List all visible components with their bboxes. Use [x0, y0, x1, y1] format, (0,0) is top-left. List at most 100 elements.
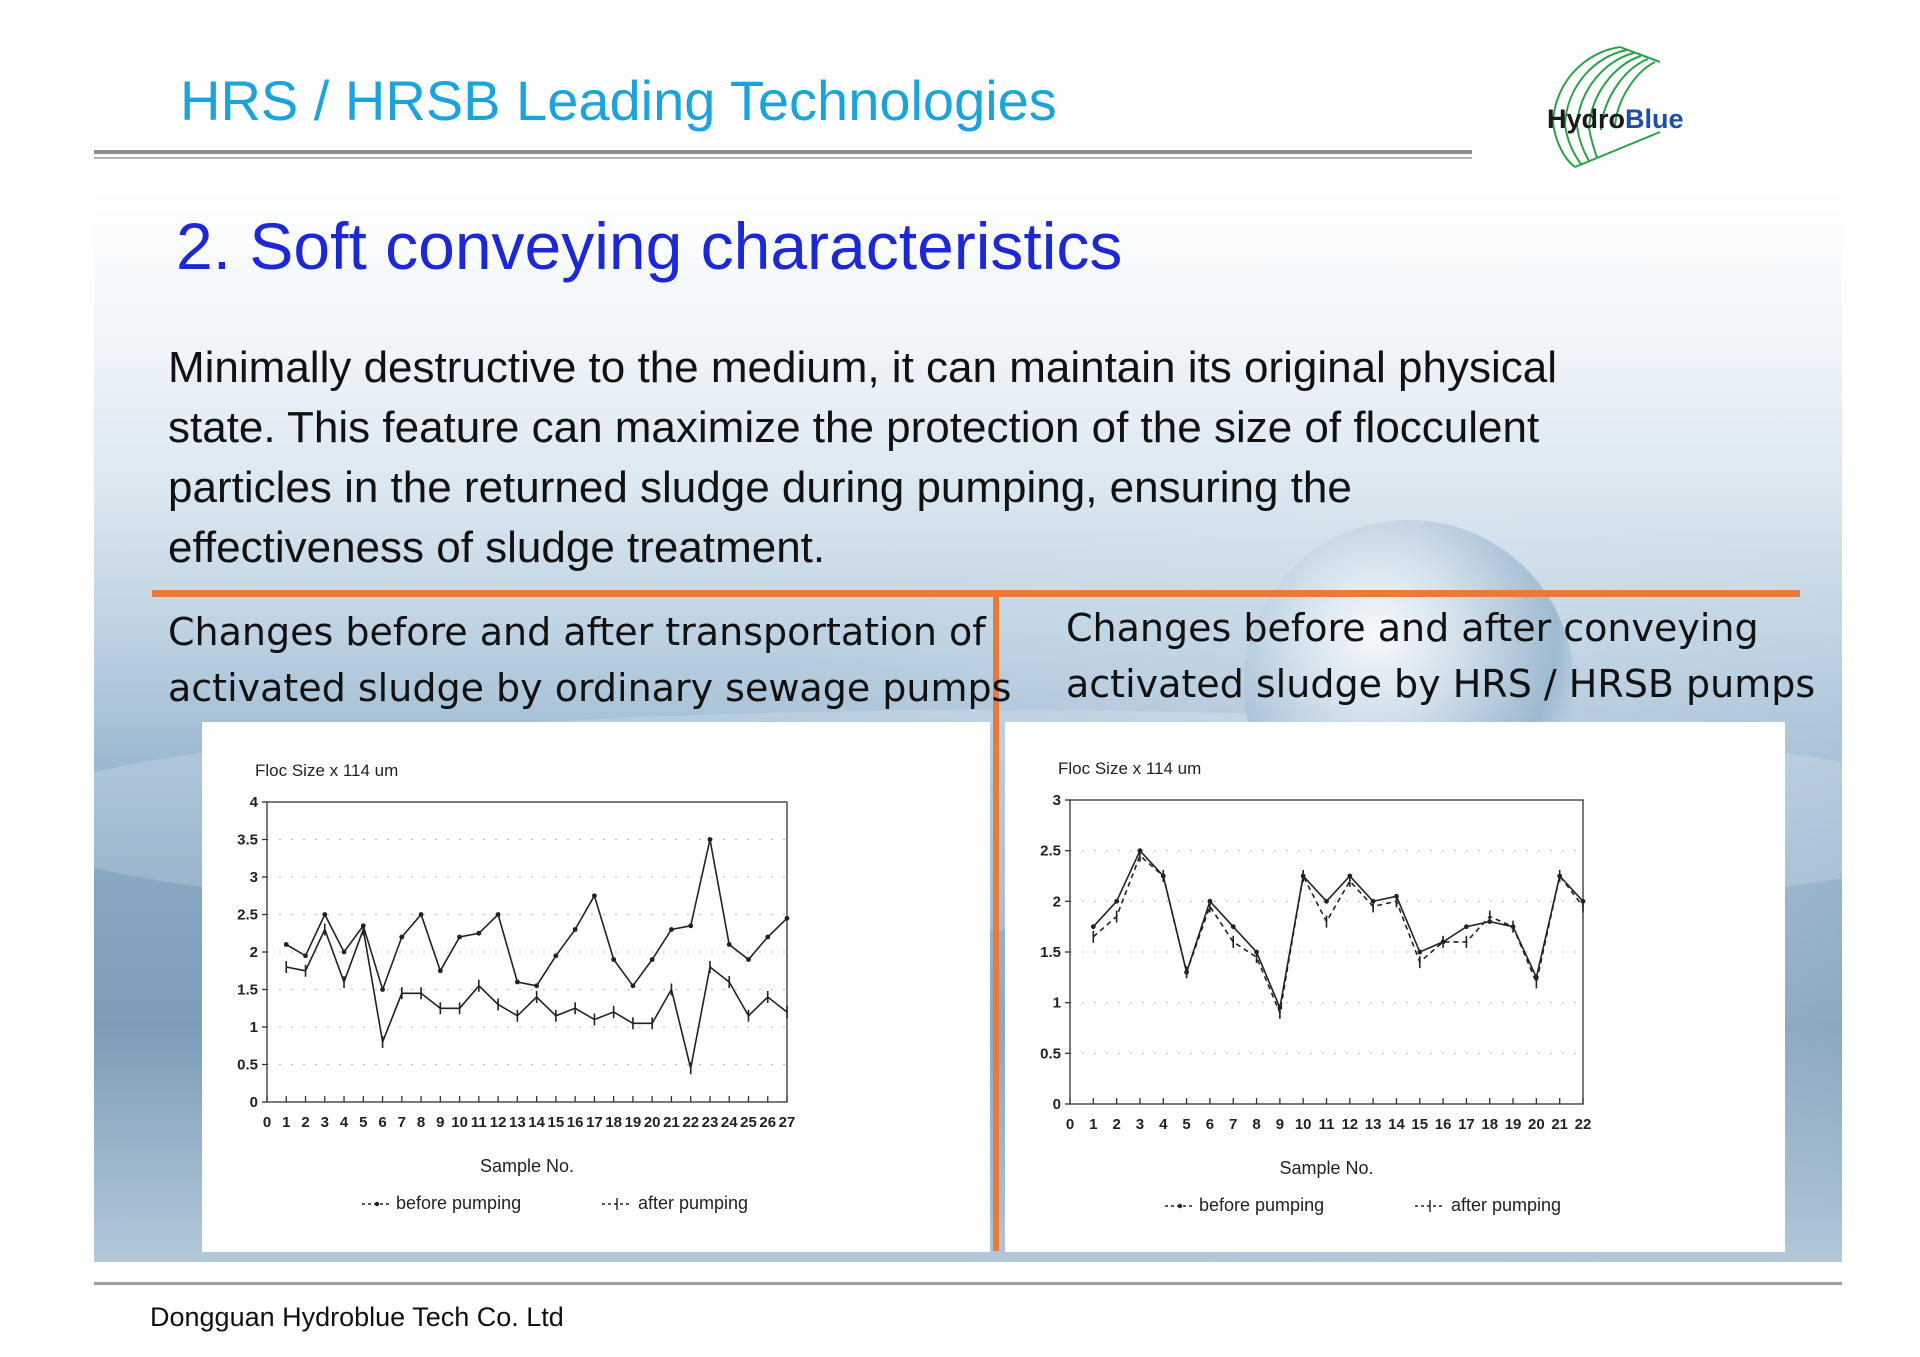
y-tick-label: 0.5 [1040, 1045, 1061, 1062]
y-tick-label: 0 [250, 1094, 258, 1111]
y-tick-label: 2 [250, 944, 258, 961]
x-axis-label: Sample No. [480, 1156, 574, 1176]
x-tick-label: 3 [1136, 1116, 1144, 1133]
x-axis-label: Sample No. [1279, 1158, 1373, 1178]
x-tick-label: 25 [740, 1114, 757, 1131]
x-tick-label: 19 [1505, 1116, 1522, 1133]
data-point-before [688, 923, 694, 929]
data-point-before [1417, 949, 1423, 955]
plot-frame [1069, 799, 1584, 1105]
y-tick-label: 1 [1053, 995, 1061, 1012]
x-tick-label: 6 [378, 1114, 386, 1131]
y-tick-label: 3 [250, 869, 258, 886]
x-tick-label: 15 [1411, 1116, 1428, 1133]
legend-label-after: after pumping [638, 1193, 748, 1213]
x-tick-label: 15 [548, 1114, 565, 1131]
chart-ordinary-pumps: Floc Size x 114 um 0 0.5 1 1.5 2 2.5 3 3.5 4 0 1 2 3 4… [202, 722, 990, 1252]
x-tick-label: 9 [436, 1114, 444, 1131]
x-tick-label: 10 [451, 1114, 468, 1131]
x-tick-label: 4 [340, 1114, 349, 1131]
data-point-before [707, 837, 713, 842]
data-point-before [1114, 898, 1120, 904]
x-tick-label: 7 [1229, 1116, 1237, 1133]
x-tick-label: 4 [1159, 1116, 1168, 1133]
y-axis-label: Floc Size x 114 um [255, 761, 398, 780]
x-tick-label: 8 [1252, 1116, 1260, 1133]
x-tick-label: 9 [1276, 1116, 1284, 1133]
x-tick-label: 26 [759, 1114, 776, 1131]
x-tick-label: 17 [586, 1114, 603, 1131]
series-line-before [1092, 849, 1584, 1011]
logo-text-blue: Blue [1625, 104, 1684, 134]
data-point-before [649, 957, 655, 962]
x-tick-label: 13 [1365, 1116, 1382, 1133]
x-tick-label: 2 [1112, 1116, 1120, 1133]
data-point-before [437, 968, 443, 974]
data-point-before [1090, 924, 1096, 930]
x-tick-label: 11 [471, 1114, 487, 1131]
x-tick-label: 16 [1435, 1116, 1452, 1133]
x-tick-label: 23 [702, 1114, 719, 1131]
section-title: 2. Soft conveying characteristics [176, 209, 1123, 283]
x-tick-label: 6 [1206, 1116, 1214, 1133]
x-tick-label: 16 [567, 1114, 584, 1131]
footer-company: Dongguan Hydroblue Tech Co. Ltd [150, 1302, 564, 1332]
x-tick-label: 14 [528, 1114, 545, 1131]
y-tick-label: 1.5 [237, 982, 258, 999]
data-point-before [1464, 924, 1469, 930]
data-point-before [572, 927, 578, 932]
data-point-before [534, 983, 540, 989]
body-line: effectiveness of sludge treatment. [168, 523, 826, 572]
data-point-before [630, 983, 636, 989]
x-tick-label: 5 [1182, 1116, 1190, 1133]
caption-right: Changes before and after conveying activ… [1066, 600, 1815, 712]
legend-marker-before [374, 1201, 380, 1207]
data-point-before [553, 953, 559, 959]
data-point-before [726, 942, 732, 947]
x-tick-label: 1 [1089, 1116, 1097, 1133]
x-tick-label: 13 [509, 1114, 526, 1131]
data-point-before [418, 912, 424, 917]
x-tick-label: 21 [1551, 1116, 1568, 1133]
caption-line: Changes before and after conveying [1066, 606, 1759, 650]
caption-left: Changes before and after transportation … [168, 604, 1011, 716]
y-tick-label: 0.5 [237, 1057, 258, 1074]
data-point-before [495, 912, 501, 917]
y-tick-label: 2.5 [1040, 843, 1061, 860]
x-tick-label: 8 [417, 1114, 425, 1131]
x-tick-label: 21 [663, 1114, 680, 1131]
x-tick-label: 5 [359, 1114, 367, 1131]
body-line: Minimally destructive to the medium, it … [168, 343, 1558, 392]
x-tick-label: 12 [1341, 1116, 1358, 1133]
y-tick-label: 4 [250, 794, 259, 811]
data-point-before [457, 934, 462, 940]
x-tick-label: 2 [301, 1114, 309, 1131]
x-tick-label: 1 [282, 1114, 290, 1131]
data-point-before [322, 912, 328, 917]
series-line-after [1092, 854, 1584, 1016]
data-point-before [669, 927, 674, 932]
data-point-before [784, 915, 790, 921]
x-tick-label: 22 [682, 1114, 699, 1131]
x-tick-label: 19 [625, 1114, 642, 1131]
chart-hrs-pumps: Floc Size x 114 um 0 0.5 1 1.5 2 2.5 3 0 1 2 3 4 5 6 7 8… [1005, 722, 1785, 1252]
caption-line: activated sludge by ordinary sewage pump… [168, 666, 1012, 710]
x-tick-label: 0 [1066, 1116, 1074, 1133]
footer-divider [94, 1282, 1842, 1285]
header-divider-thin [94, 157, 1472, 159]
body-line: particles in the returned sludge during … [168, 463, 1352, 512]
data-point-before [592, 893, 597, 899]
x-tick-label: 18 [605, 1114, 622, 1131]
hydroblue-logo-icon [1551, 46, 1661, 168]
header-divider [94, 150, 1472, 154]
logo-wordmark: HydroBlue [1547, 104, 1684, 135]
x-tick-label: 3 [321, 1114, 329, 1131]
section-divider [152, 590, 1800, 597]
x-tick-label: 22 [1575, 1116, 1592, 1133]
header-title: HRS / HRSB Leading Technologies [180, 69, 1057, 132]
legend-marker-before [1177, 1203, 1183, 1209]
data-point-before [1230, 924, 1236, 930]
y-axis-label: Floc Size x 114 um [1058, 759, 1201, 778]
